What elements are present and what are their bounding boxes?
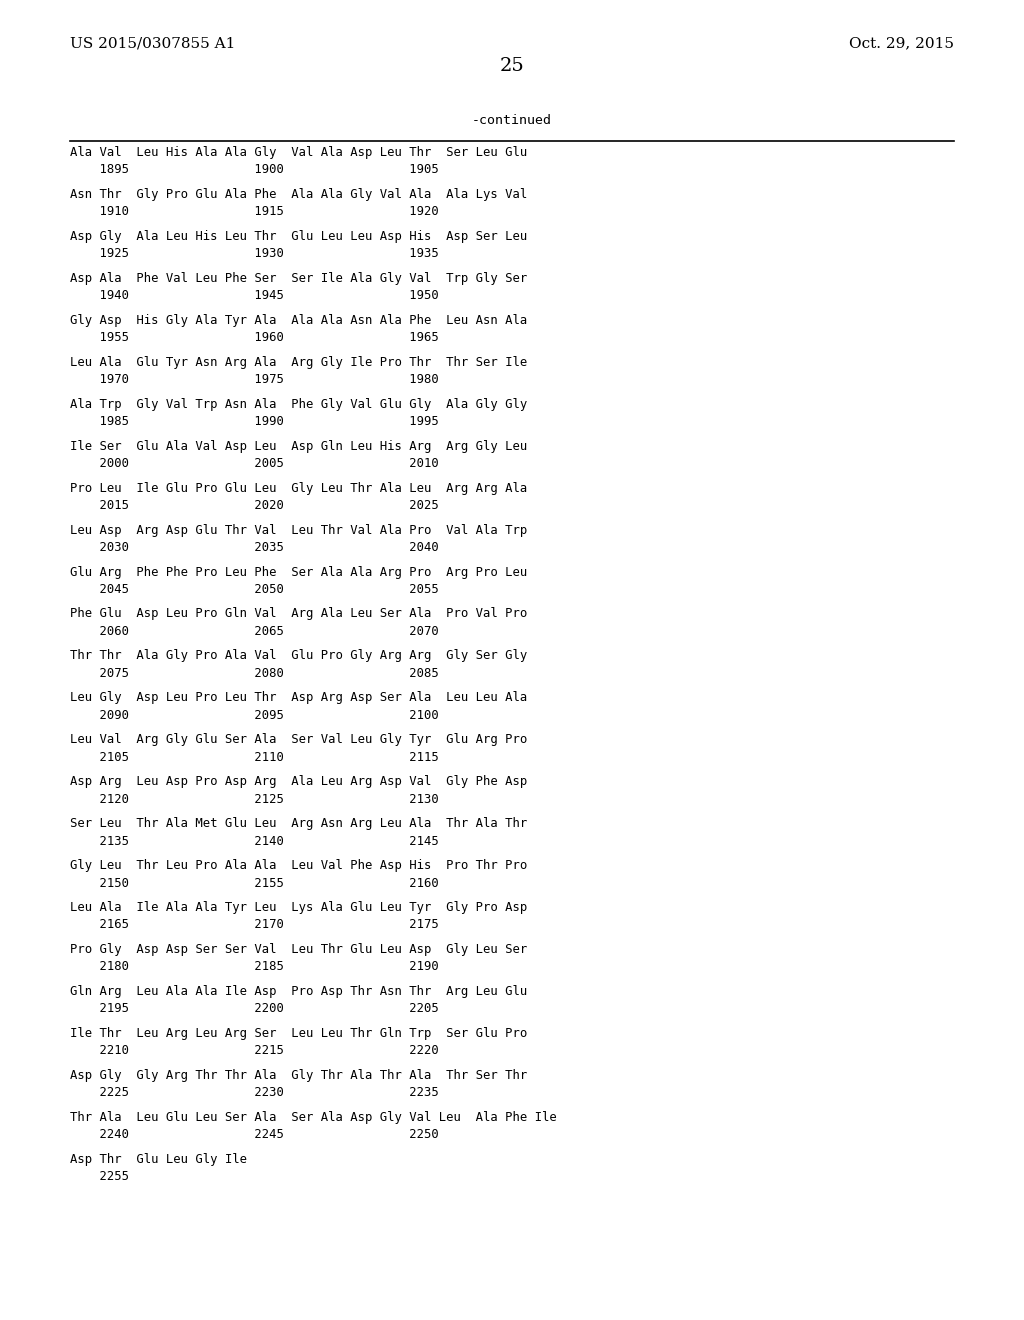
Text: Ile Thr  Leu Arg Leu Arg Ser  Leu Leu Thr Gln Trp  Ser Glu Pro: Ile Thr Leu Arg Leu Arg Ser Leu Leu Thr … xyxy=(70,1027,527,1040)
Text: -continued: -continued xyxy=(472,114,552,127)
Text: Ile Ser  Glu Ala Val Asp Leu  Asp Gln Leu His Arg  Arg Gly Leu: Ile Ser Glu Ala Val Asp Leu Asp Gln Leu … xyxy=(70,440,527,453)
Text: Asp Thr  Glu Leu Gly Ile: Asp Thr Glu Leu Gly Ile xyxy=(70,1154,247,1166)
Text: Glu Arg  Phe Phe Pro Leu Phe  Ser Ala Ala Arg Pro  Arg Pro Leu: Glu Arg Phe Phe Pro Leu Phe Ser Ala Ala … xyxy=(70,565,527,578)
Text: 2150                 2155                 2160: 2150 2155 2160 xyxy=(70,876,438,890)
Text: Thr Thr  Ala Gly Pro Ala Val  Glu Pro Gly Arg Arg  Gly Ser Gly: Thr Thr Ala Gly Pro Ala Val Glu Pro Gly … xyxy=(70,649,527,663)
Text: 2135                 2140                 2145: 2135 2140 2145 xyxy=(70,834,438,847)
Text: 2090                 2095                 2100: 2090 2095 2100 xyxy=(70,709,438,722)
Text: 2255: 2255 xyxy=(70,1171,129,1183)
Text: Pro Leu  Ile Glu Pro Glu Leu  Gly Leu Thr Ala Leu  Arg Arg Ala: Pro Leu Ile Glu Pro Glu Leu Gly Leu Thr … xyxy=(70,482,527,495)
Text: Leu Ala  Ile Ala Ala Tyr Leu  Lys Ala Glu Leu Tyr  Gly Pro Asp: Leu Ala Ile Ala Ala Tyr Leu Lys Ala Glu … xyxy=(70,902,527,915)
Text: 2075                 2080                 2085: 2075 2080 2085 xyxy=(70,667,438,680)
Text: Leu Gly  Asp Leu Pro Leu Thr  Asp Arg Asp Ser Ala  Leu Leu Ala: Leu Gly Asp Leu Pro Leu Thr Asp Arg Asp … xyxy=(70,692,527,705)
Text: Asn Thr  Gly Pro Glu Ala Phe  Ala Ala Gly Val Ala  Ala Lys Val: Asn Thr Gly Pro Glu Ala Phe Ala Ala Gly … xyxy=(70,187,527,201)
Text: 2225                 2230                 2235: 2225 2230 2235 xyxy=(70,1086,438,1100)
Text: 2015                 2020                 2025: 2015 2020 2025 xyxy=(70,499,438,512)
Text: 1970                 1975                 1980: 1970 1975 1980 xyxy=(70,372,438,385)
Text: Leu Val  Arg Gly Glu Ser Ala  Ser Val Leu Gly Tyr  Glu Arg Pro: Leu Val Arg Gly Glu Ser Ala Ser Val Leu … xyxy=(70,734,527,746)
Text: 25: 25 xyxy=(500,57,524,75)
Text: 2240                 2245                 2250: 2240 2245 2250 xyxy=(70,1129,438,1142)
Text: 2210                 2215                 2220: 2210 2215 2220 xyxy=(70,1044,438,1057)
Text: 1910                 1915                 1920: 1910 1915 1920 xyxy=(70,205,438,218)
Text: Asp Gly  Ala Leu His Leu Thr  Glu Leu Leu Asp His  Asp Ser Leu: Asp Gly Ala Leu His Leu Thr Glu Leu Leu … xyxy=(70,230,527,243)
Text: 2030                 2035                 2040: 2030 2035 2040 xyxy=(70,541,438,553)
Text: 1940                 1945                 1950: 1940 1945 1950 xyxy=(70,289,438,302)
Text: Phe Glu  Asp Leu Pro Gln Val  Arg Ala Leu Ser Ala  Pro Val Pro: Phe Glu Asp Leu Pro Gln Val Arg Ala Leu … xyxy=(70,607,527,620)
Text: Ala Trp  Gly Val Trp Asn Ala  Phe Gly Val Glu Gly  Ala Gly Gly: Ala Trp Gly Val Trp Asn Ala Phe Gly Val … xyxy=(70,397,527,411)
Text: Ser Leu  Thr Ala Met Glu Leu  Arg Asn Arg Leu Ala  Thr Ala Thr: Ser Leu Thr Ala Met Glu Leu Arg Asn Arg … xyxy=(70,817,527,830)
Text: 1895                 1900                 1905: 1895 1900 1905 xyxy=(70,162,438,176)
Text: 2165                 2170                 2175: 2165 2170 2175 xyxy=(70,919,438,932)
Text: 2105                 2110                 2115: 2105 2110 2115 xyxy=(70,751,438,763)
Text: 1925                 1930                 1935: 1925 1930 1935 xyxy=(70,247,438,260)
Text: Gly Leu  Thr Leu Pro Ala Ala  Leu Val Phe Asp His  Pro Thr Pro: Gly Leu Thr Leu Pro Ala Ala Leu Val Phe … xyxy=(70,859,527,873)
Text: Ala Val  Leu His Ala Ala Gly  Val Ala Asp Leu Thr  Ser Leu Glu: Ala Val Leu His Ala Ala Gly Val Ala Asp … xyxy=(70,145,527,158)
Text: 2195                 2200                 2205: 2195 2200 2205 xyxy=(70,1002,438,1015)
Text: Gly Asp  His Gly Ala Tyr Ala  Ala Ala Asn Ala Phe  Leu Asn Ala: Gly Asp His Gly Ala Tyr Ala Ala Ala Asn … xyxy=(70,314,527,326)
Text: 2000                 2005                 2010: 2000 2005 2010 xyxy=(70,457,438,470)
Text: 2060                 2065                 2070: 2060 2065 2070 xyxy=(70,624,438,638)
Text: 1985                 1990                 1995: 1985 1990 1995 xyxy=(70,414,438,428)
Text: Asp Arg  Leu Asp Pro Asp Arg  Ala Leu Arg Asp Val  Gly Phe Asp: Asp Arg Leu Asp Pro Asp Arg Ala Leu Arg … xyxy=(70,775,527,788)
Text: Leu Ala  Glu Tyr Asn Arg Ala  Arg Gly Ile Pro Thr  Thr Ser Ile: Leu Ala Glu Tyr Asn Arg Ala Arg Gly Ile … xyxy=(70,355,527,368)
Text: Asp Gly  Gly Arg Thr Thr Ala  Gly Thr Ala Thr Ala  Thr Ser Thr: Asp Gly Gly Arg Thr Thr Ala Gly Thr Ala … xyxy=(70,1069,527,1082)
Text: 1955                 1960                 1965: 1955 1960 1965 xyxy=(70,331,438,343)
Text: US 2015/0307855 A1: US 2015/0307855 A1 xyxy=(70,37,234,50)
Text: Oct. 29, 2015: Oct. 29, 2015 xyxy=(849,37,954,50)
Text: 2045                 2050                 2055: 2045 2050 2055 xyxy=(70,582,438,595)
Text: Pro Gly  Asp Asp Ser Ser Val  Leu Thr Glu Leu Asp  Gly Leu Ser: Pro Gly Asp Asp Ser Ser Val Leu Thr Glu … xyxy=(70,944,527,956)
Text: 2180                 2185                 2190: 2180 2185 2190 xyxy=(70,961,438,973)
Text: Thr Ala  Leu Glu Leu Ser Ala  Ser Ala Asp Gly Val Leu  Ala Phe Ile: Thr Ala Leu Glu Leu Ser Ala Ser Ala Asp … xyxy=(70,1111,556,1125)
Text: Asp Ala  Phe Val Leu Phe Ser  Ser Ile Ala Gly Val  Trp Gly Ser: Asp Ala Phe Val Leu Phe Ser Ser Ile Ala … xyxy=(70,272,527,285)
Text: Gln Arg  Leu Ala Ala Ile Asp  Pro Asp Thr Asn Thr  Arg Leu Glu: Gln Arg Leu Ala Ala Ile Asp Pro Asp Thr … xyxy=(70,985,527,998)
Text: 2120                 2125                 2130: 2120 2125 2130 xyxy=(70,792,438,805)
Text: Leu Asp  Arg Asp Glu Thr Val  Leu Thr Val Ala Pro  Val Ala Trp: Leu Asp Arg Asp Glu Thr Val Leu Thr Val … xyxy=(70,524,527,536)
